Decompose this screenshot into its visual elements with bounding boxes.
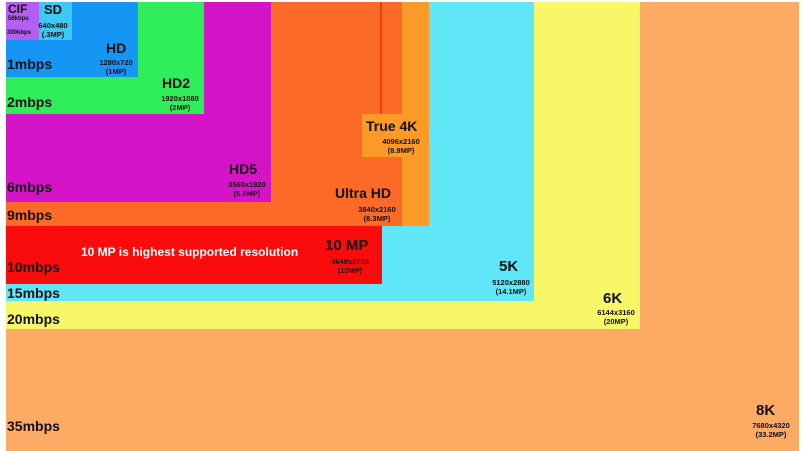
- mp-sd: (.3MP): [41, 30, 65, 39]
- bitrate-10mbps: 10mbps: [7, 259, 60, 275]
- dims-ultra-hd: 3840x2160: [358, 205, 396, 214]
- max-resolution-note: 10 MP is highest supported resolution: [81, 245, 299, 259]
- bitrate-9mbps: 9mbps: [7, 207, 53, 223]
- label-8k: 8K: [756, 402, 776, 419]
- dims-sd: 640x480: [38, 21, 68, 30]
- dims-5k: 5120x2880: [492, 278, 530, 287]
- dims-10mp: 3648x2736: [331, 257, 369, 266]
- bitrate-2mbps: 2mbps: [7, 94, 53, 110]
- mp-true-4k: (8.9MP): [387, 146, 415, 155]
- label-ultra-hd: Ultra HD: [335, 185, 392, 201]
- bitrate-6mbps: 6mbps: [7, 179, 53, 195]
- dims-8k: 7680x4320: [752, 421, 790, 430]
- mp-8k: (33.2MP): [755, 430, 787, 439]
- label-hd5: HD5: [229, 161, 258, 177]
- dims-true-4k: 4096x2160: [382, 137, 420, 146]
- label-cif: CIF: [8, 2, 28, 16]
- dims-hd5: 2560x1920: [228, 180, 266, 189]
- mp-6k: (20MP): [603, 317, 629, 326]
- label-5k: 5K: [499, 258, 519, 275]
- rect-cif: [6, 2, 39, 40]
- bitrate-15mbps: 15mbps: [7, 285, 60, 301]
- label-sd: SD: [44, 2, 63, 17]
- mp-hd: (1MP): [105, 67, 127, 76]
- bitrate-20mbps: 20mbps: [7, 311, 60, 327]
- mp-5k: (14.1MP): [495, 287, 527, 296]
- mp-10mp: (10MP): [337, 266, 363, 275]
- label-hd: HD: [106, 40, 127, 56]
- cif-bitrate-56kbps: 56kbps: [8, 16, 29, 22]
- divider-line: [380, 2, 382, 114]
- rect-10mp: [6, 226, 382, 284]
- mp-hd2: (2MP): [169, 103, 191, 112]
- mp-hd5: (5.5MP): [233, 189, 261, 198]
- label-hd2: HD2: [162, 75, 191, 91]
- label-true-4k: True 4K: [366, 118, 418, 134]
- dims-hd: 1280x720: [99, 58, 133, 67]
- bitrate-35mbps: 35mbps: [7, 418, 60, 434]
- dims-6k: 6144x3160: [597, 308, 635, 317]
- cif-bitrate-300kbps: 300kbps: [7, 30, 32, 36]
- label-10mp: 10 MP: [325, 237, 369, 254]
- dims-hd2: 1920x1080: [161, 94, 199, 103]
- bitrate-1mbps: 1mbps: [7, 56, 53, 72]
- mp-ultra-hd: (8.3MP): [363, 214, 391, 223]
- label-6k: 6K: [603, 290, 623, 307]
- true-4k-label-box: [362, 114, 429, 157]
